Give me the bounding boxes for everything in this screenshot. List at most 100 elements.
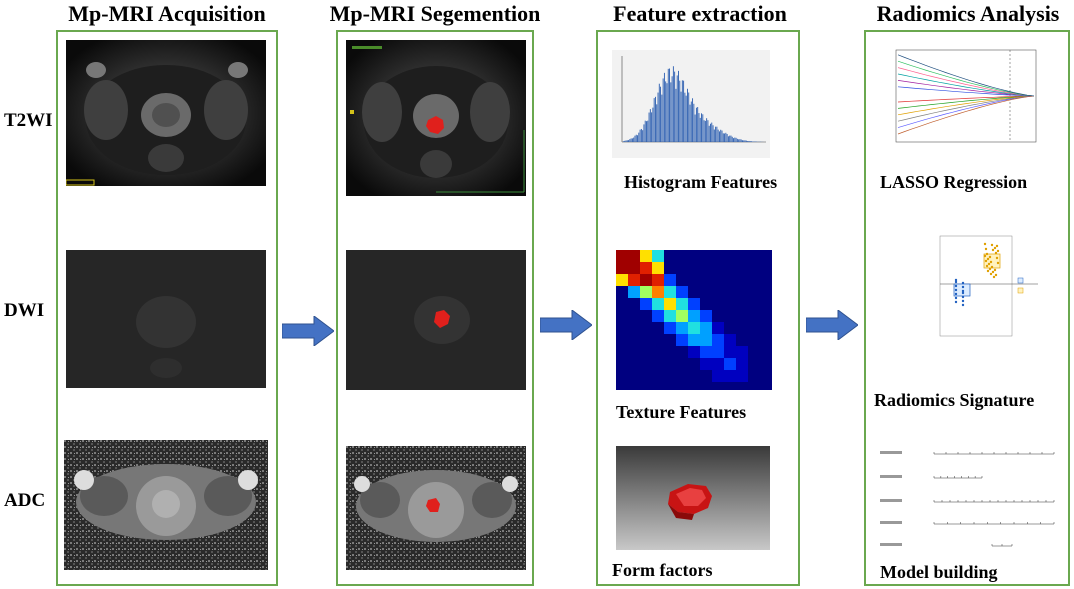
point-label-1 bbox=[990, 243, 994, 247]
histogram-bar bbox=[643, 124, 645, 142]
lasso-path bbox=[897, 80, 1035, 97]
histogram-bar bbox=[745, 140, 747, 142]
point-label-1 bbox=[987, 262, 991, 266]
point-label-1 bbox=[983, 254, 987, 258]
histogram-bar bbox=[688, 92, 690, 142]
histogram-bar bbox=[675, 88, 677, 142]
point-label-0 bbox=[954, 278, 958, 282]
lasso-path bbox=[897, 73, 1035, 97]
histogram-bar bbox=[656, 104, 658, 142]
histogram-bar bbox=[647, 120, 649, 142]
point-label-1 bbox=[985, 264, 989, 268]
texture-cell bbox=[676, 322, 688, 334]
histogram-bar bbox=[736, 138, 738, 142]
point-label-0 bbox=[954, 288, 958, 292]
acquisition-panel bbox=[56, 30, 278, 586]
histogram-bar bbox=[660, 86, 662, 142]
histogram-bar bbox=[672, 66, 674, 142]
histogram-bar bbox=[697, 107, 699, 142]
histogram-bar bbox=[631, 138, 633, 142]
header-analysis: Radiomics Analysis bbox=[876, 1, 1060, 26]
point-label-1 bbox=[991, 270, 995, 274]
point-label-1 bbox=[984, 259, 988, 263]
texture-cell bbox=[628, 274, 640, 286]
point-label-0 bbox=[961, 299, 965, 303]
histogram-bar bbox=[707, 120, 709, 142]
histogram-bar bbox=[678, 70, 679, 142]
segmentation-panel bbox=[336, 30, 534, 586]
histogram-bar bbox=[634, 135, 636, 142]
histogram-bar bbox=[633, 137, 635, 142]
lasso-path bbox=[897, 95, 1035, 135]
histogram-bar bbox=[640, 128, 642, 142]
histogram-bar bbox=[712, 125, 714, 142]
histogram-bar bbox=[667, 68, 669, 142]
histogram-bar bbox=[681, 80, 683, 142]
dwi-image bbox=[66, 250, 266, 388]
point-label-0 bbox=[961, 285, 965, 289]
lasso-path bbox=[897, 54, 1035, 97]
histogram-bar bbox=[639, 129, 641, 142]
histogram-bar bbox=[702, 114, 704, 142]
histogram-bar bbox=[666, 83, 668, 142]
point-label-0 bbox=[954, 284, 958, 288]
row-label-dwi: DWI bbox=[4, 300, 45, 321]
texture-cell bbox=[652, 310, 664, 322]
texture-image bbox=[616, 250, 772, 390]
texture-cell bbox=[676, 298, 688, 310]
histogram-bar bbox=[751, 141, 752, 142]
texture-cell bbox=[676, 286, 688, 298]
histogram-bar bbox=[710, 123, 711, 142]
lasso-path bbox=[897, 67, 1035, 97]
histogram-bar bbox=[716, 126, 718, 142]
histogram-bar bbox=[720, 129, 722, 142]
point-label-1 bbox=[996, 261, 1000, 265]
histogram-bar bbox=[648, 112, 650, 142]
texture-cell bbox=[724, 334, 736, 346]
histogram-bar bbox=[674, 71, 676, 142]
histogram-bar bbox=[637, 135, 638, 142]
histogram-bar bbox=[652, 107, 654, 142]
point-label-0 bbox=[961, 291, 965, 295]
caption-histogram: Histogram Features bbox=[624, 172, 778, 192]
texture-cell bbox=[688, 346, 700, 358]
point-label-1 bbox=[996, 249, 1000, 253]
histogram-bar bbox=[735, 137, 737, 142]
point-label-1 bbox=[988, 255, 992, 259]
texture-cell bbox=[736, 358, 748, 370]
point-label-1 bbox=[995, 244, 999, 248]
form-factor-image bbox=[616, 446, 770, 550]
texture-cell bbox=[640, 262, 652, 274]
histogram-bar bbox=[661, 94, 663, 142]
t2wi-segmented-image bbox=[346, 40, 526, 196]
texture-cell bbox=[664, 274, 676, 286]
signature-boxplot bbox=[932, 222, 1042, 352]
texture-cell bbox=[664, 298, 676, 310]
point-label-1 bbox=[986, 257, 990, 261]
histogram-bar bbox=[646, 121, 647, 142]
histogram-bar bbox=[717, 129, 719, 142]
texture-cell bbox=[652, 298, 664, 310]
histogram-bar bbox=[687, 88, 688, 142]
nomogram bbox=[872, 442, 1062, 558]
texture-cell bbox=[652, 286, 664, 298]
point-label-0 bbox=[961, 295, 965, 299]
texture-cell bbox=[712, 370, 724, 382]
point-label-1 bbox=[983, 242, 987, 246]
histogram-bar bbox=[676, 75, 678, 142]
texture-cell bbox=[736, 370, 748, 382]
texture-cell bbox=[700, 310, 712, 322]
texture-cell bbox=[676, 310, 688, 322]
histogram-image bbox=[612, 50, 770, 158]
arrow-right-icon bbox=[282, 316, 334, 346]
point-label-0 bbox=[954, 296, 958, 300]
lasso-path bbox=[897, 95, 1035, 103]
point-label-0 bbox=[961, 303, 965, 307]
histogram-bar bbox=[665, 81, 667, 142]
histogram-bar bbox=[624, 140, 626, 142]
caption-form-factors: Form factors bbox=[612, 560, 713, 580]
point-label-1 bbox=[992, 275, 996, 279]
histogram-bar bbox=[699, 117, 701, 142]
header-extraction: Feature extraction bbox=[613, 1, 787, 26]
header-segmentation: Mp-MRI Segemention bbox=[329, 1, 541, 26]
